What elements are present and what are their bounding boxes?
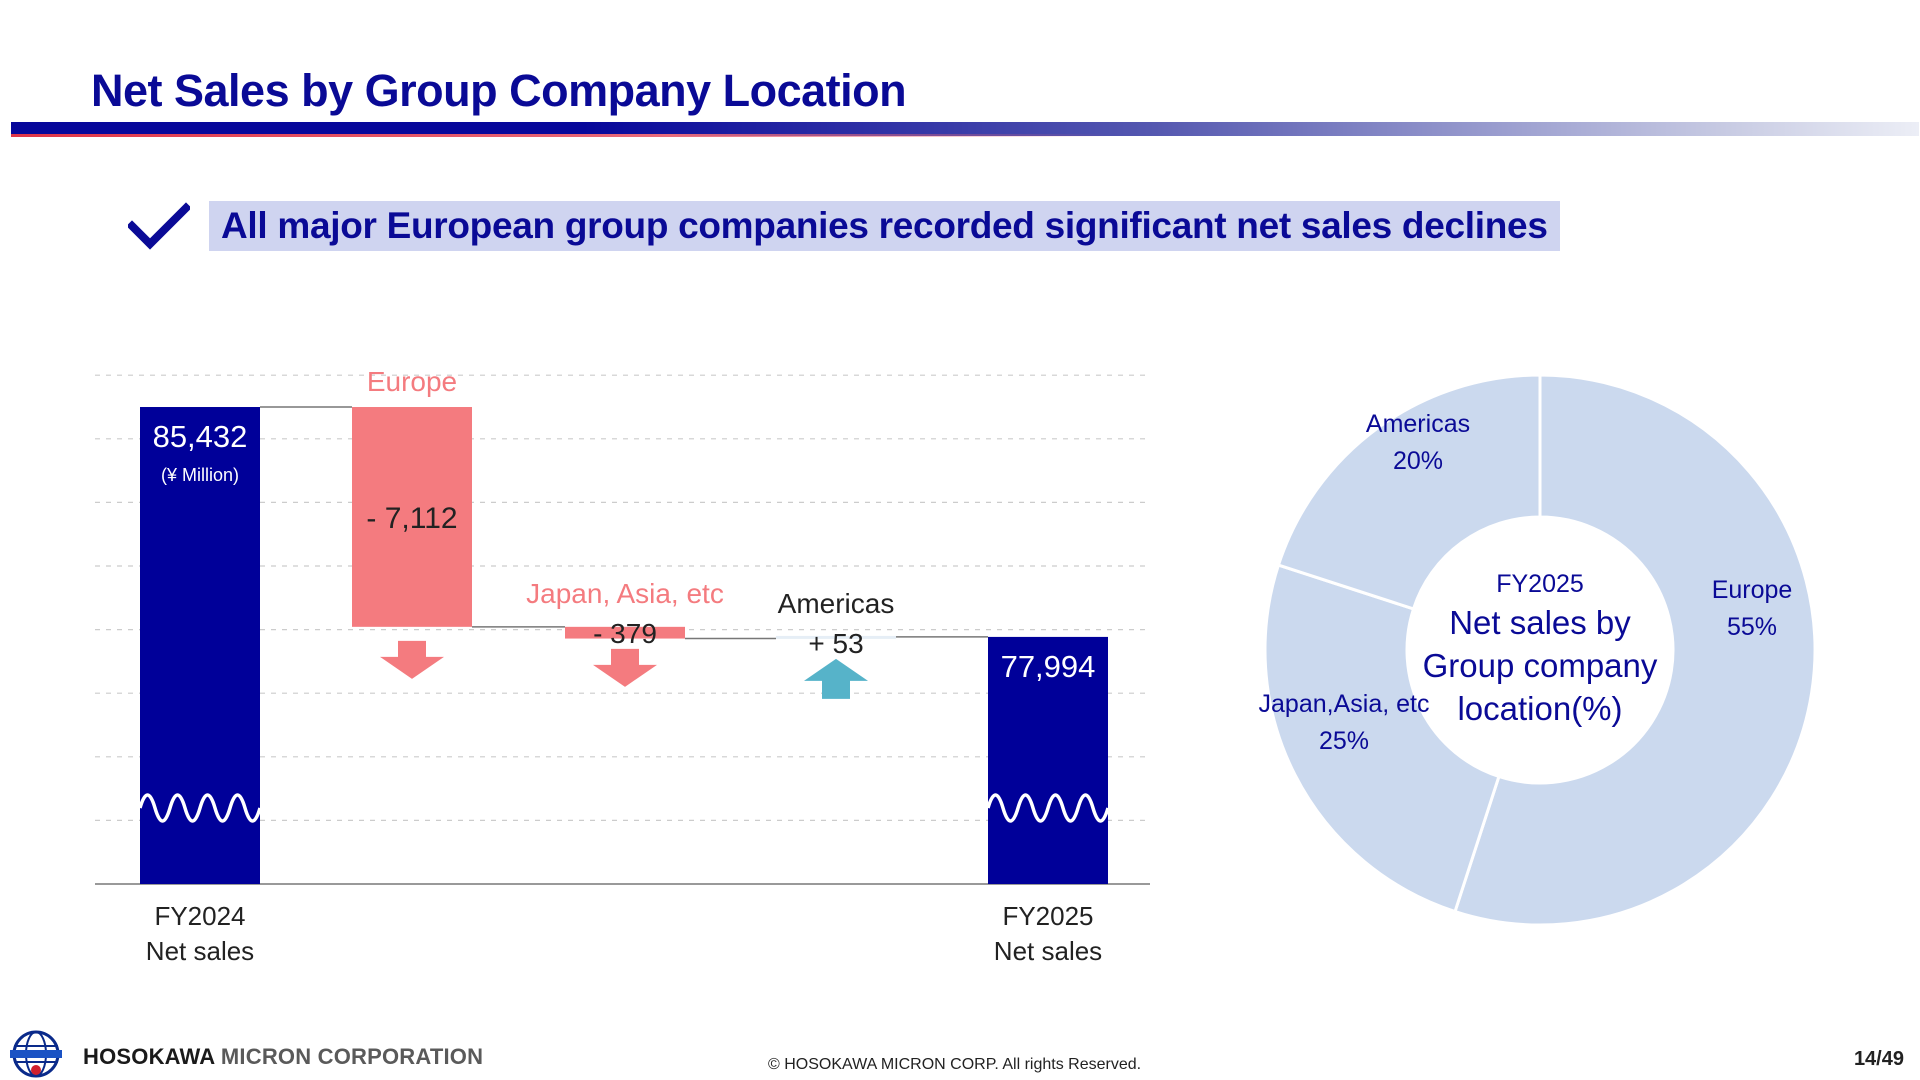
page-title: Net Sales by Group Company Location (91, 65, 907, 116)
axis-break-wave (986, 793, 1110, 823)
arrow-down-icon (380, 640, 444, 679)
waterfall-chart: 85,432 (¥ Million) FY2024 Net sales - 7,112 E… (95, 366, 1150, 966)
category-tick-label: FY2024 (154, 901, 245, 931)
company-name-bold: HOSOKAWA (83, 1044, 215, 1069)
donut-slice (1453, 373, 1817, 927)
arrow-up-icon (804, 658, 868, 699)
category-label: Americas (778, 588, 895, 619)
delta-value-label: - 379 (593, 618, 657, 649)
donut-slice (1263, 563, 1501, 914)
slice-percent: 25% (1319, 727, 1369, 755)
company-name: HOSOKAWA MICRON CORPORATION (83, 1044, 483, 1070)
category-label: Europe (367, 366, 457, 397)
slice-percent: 55% (1727, 613, 1777, 641)
category-tick-label: Net sales (994, 936, 1102, 966)
donut-center-label: location(%) (1457, 690, 1622, 727)
total-value-label: 77,994 (1001, 649, 1096, 684)
donut-slice (1276, 373, 1542, 611)
donut-chart: Europe 55% Japan,Asia, etc 25% Americas 20% FY… (1259, 373, 1817, 927)
unit-label: (¥ Million) (161, 465, 239, 485)
slice-label: Japan,Asia, etc (1259, 690, 1430, 718)
headline-callout: All major European group companies recor… (209, 201, 1560, 251)
category-tick-label: Net sales (146, 936, 254, 966)
total-bar (988, 636, 1108, 884)
delta-value-label: + 53 (808, 628, 863, 659)
donut-center-small-label: FY2025 (1496, 570, 1584, 598)
page-number: 14/49 (1853, 1048, 1904, 1070)
delta-value-label: - 7,112 (366, 502, 457, 535)
company-logo-icon (10, 1030, 62, 1078)
title-underline-accent (11, 134, 1111, 137)
checkmark-icon (128, 202, 190, 250)
copyright-notice: © HOSOKAWA MICRON CORP. All rights Reser… (768, 1056, 1142, 1073)
title-underline-bar (11, 122, 1919, 136)
arrow-down-icon (593, 648, 657, 687)
slice-label: Americas (1366, 410, 1470, 438)
slice-label: Europe (1712, 576, 1793, 604)
delta-bar (565, 626, 685, 639)
category-label: Japan, Asia, etc (526, 578, 724, 609)
donut-center-label: Group company (1423, 647, 1658, 684)
donut-center-label: Net sales by (1449, 604, 1631, 641)
delta-bar (352, 407, 472, 627)
total-value-label: 85,432 (153, 419, 248, 454)
delta-bar (776, 635, 896, 639)
company-name-rest: MICRON CORPORATION (220, 1044, 484, 1069)
slice-percent: 20% (1393, 447, 1443, 475)
category-tick-label: FY2025 (1002, 901, 1093, 931)
axis-break-wave (138, 793, 262, 823)
